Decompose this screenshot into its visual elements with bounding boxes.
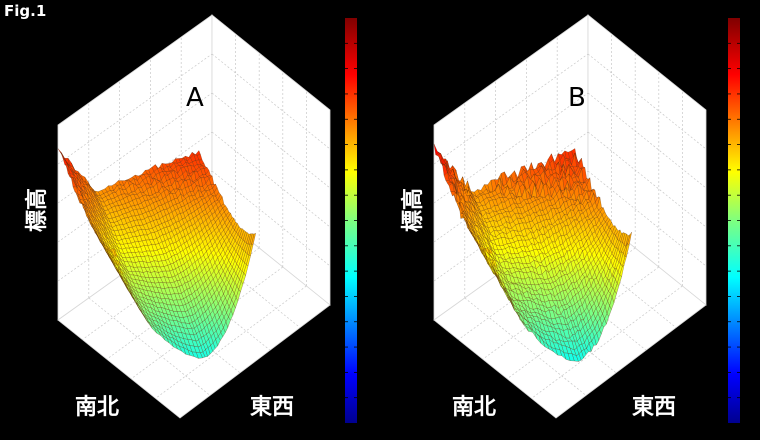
grid-line bbox=[587, 131, 707, 228]
elevation-axis-label: 標高 bbox=[24, 188, 50, 232]
surface-mesh-a bbox=[57, 148, 256, 359]
grid-line bbox=[433, 92, 589, 204]
ns-axis-label: 南北 bbox=[452, 395, 496, 420]
grid-line bbox=[211, 53, 331, 150]
grid-line bbox=[106, 247, 260, 360]
grid-line bbox=[458, 228, 612, 340]
surface-facet bbox=[576, 353, 582, 362]
grid-line bbox=[82, 228, 236, 340]
grid-line bbox=[587, 53, 707, 150]
grid-line bbox=[57, 53, 213, 165]
figure-label: Fig.1 bbox=[4, 2, 47, 20]
ns-axis-label: 南北 bbox=[75, 395, 119, 420]
grid-line bbox=[57, 131, 213, 243]
grid-line bbox=[57, 92, 213, 204]
grid-line bbox=[587, 170, 707, 267]
grid-line bbox=[464, 297, 587, 396]
grid-line bbox=[482, 247, 636, 360]
colorbar-ticks-a bbox=[345, 42, 357, 399]
surface-facet bbox=[583, 184, 589, 192]
surface-plot-b: B 南北 東西 標高 bbox=[400, 14, 740, 423]
grid-line bbox=[531, 285, 683, 399]
ew-axis-label: 東西 bbox=[632, 395, 676, 420]
ew-axis-label: 東西 bbox=[250, 395, 294, 420]
grid-line bbox=[433, 131, 589, 243]
grid-line bbox=[88, 297, 211, 396]
surface-mesh-b bbox=[433, 143, 632, 362]
grid-line bbox=[211, 170, 331, 267]
panel-label-a: A bbox=[186, 83, 204, 113]
grid-line bbox=[433, 53, 589, 165]
colorbar-ticks-b bbox=[728, 42, 740, 399]
grid-line bbox=[211, 92, 331, 189]
grid-line bbox=[211, 131, 331, 228]
grid-line bbox=[587, 92, 707, 189]
grid-line bbox=[506, 266, 660, 380]
grid-line bbox=[155, 285, 307, 399]
panel-label-b: B bbox=[568, 83, 586, 113]
elevation-axis-label: 標高 bbox=[400, 188, 426, 232]
grid-line bbox=[130, 266, 284, 380]
surface-facet bbox=[191, 351, 199, 359]
surface-plot-a: A 南北 東西 標高 bbox=[24, 14, 357, 423]
